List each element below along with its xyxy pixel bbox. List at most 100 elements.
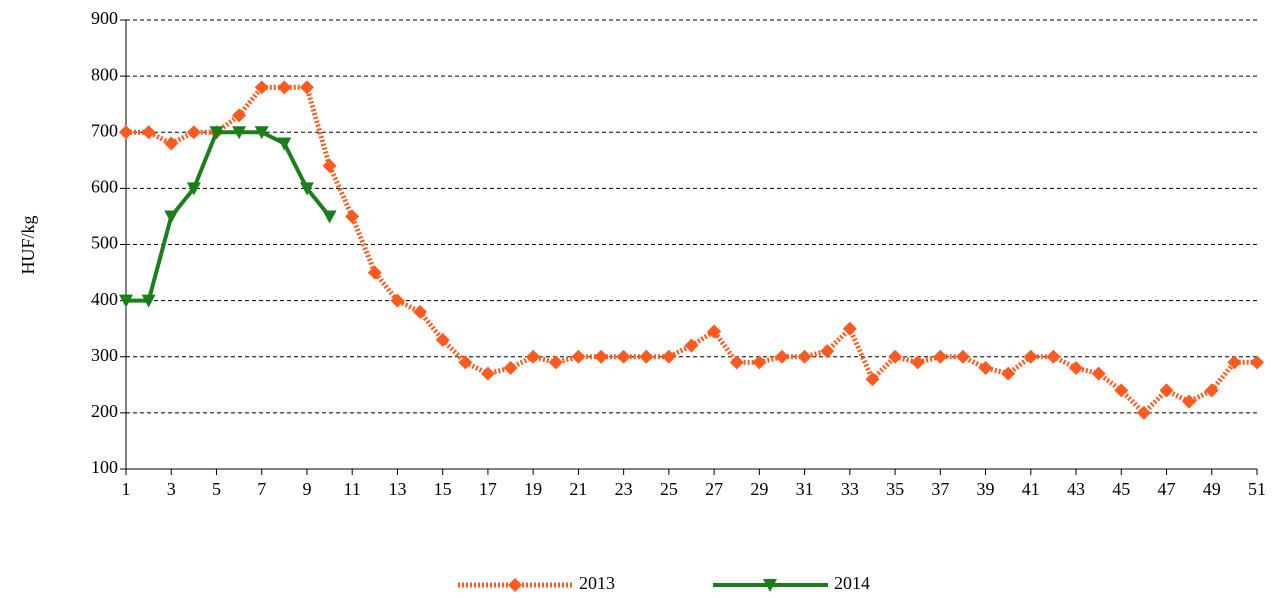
data-point — [1227, 355, 1242, 370]
x-tick-label: 43 — [1067, 479, 1085, 499]
x-tick-label: 51 — [1248, 479, 1266, 499]
data-point — [503, 360, 518, 375]
x-tick-label: 1 — [122, 479, 131, 499]
x-tick-label: 39 — [977, 479, 995, 499]
data-point — [458, 355, 473, 370]
series-line — [126, 130, 332, 303]
x-tick-label: 11 — [344, 479, 361, 499]
data-point — [209, 126, 224, 140]
data-point — [933, 349, 948, 364]
x-tick-label: 25 — [660, 479, 678, 499]
y-tick-label: 800 — [91, 64, 118, 84]
data-point — [548, 355, 563, 370]
x-tick-label: 21 — [569, 479, 587, 499]
data-point — [639, 349, 654, 364]
data-point — [526, 349, 541, 364]
x-tick-label: 23 — [615, 479, 633, 499]
y-tick-label: 500 — [91, 233, 118, 253]
data-point — [119, 125, 133, 140]
x-tick-label: 35 — [886, 479, 904, 499]
data-point — [978, 360, 993, 375]
x-tick-label: 45 — [1112, 479, 1130, 499]
data-point — [186, 182, 201, 196]
y-tick-label: 200 — [91, 401, 118, 421]
x-tick-label: 37 — [931, 479, 949, 499]
x-tick-label: 13 — [388, 479, 406, 499]
data-point — [955, 349, 970, 364]
x-tick-label: 47 — [1158, 479, 1176, 499]
y-axis-label: HUF/kg — [18, 215, 38, 274]
data-point — [594, 349, 609, 364]
legend-marker — [763, 579, 777, 592]
data-point — [1091, 366, 1106, 381]
data-point — [1159, 383, 1174, 398]
data-point — [277, 80, 292, 95]
data-point — [186, 125, 201, 140]
data-point — [910, 355, 925, 370]
data-point — [571, 349, 586, 364]
data-point — [299, 80, 314, 95]
data-point — [141, 125, 156, 140]
data-point — [322, 158, 337, 173]
legend-marker — [508, 578, 522, 592]
x-tick-label: 15 — [434, 479, 452, 499]
data-point — [1023, 349, 1038, 364]
data-point — [865, 372, 880, 387]
x-tick-label: 31 — [796, 479, 814, 499]
x-tick-label: 33 — [841, 479, 859, 499]
data-point — [707, 324, 722, 339]
x-tick-label: 3 — [167, 479, 176, 499]
series-line — [126, 84, 1257, 417]
y-tick-label: 400 — [91, 289, 118, 309]
x-tick-label: 41 — [1022, 479, 1040, 499]
data-point — [1250, 355, 1264, 370]
legend-label: 2013 — [579, 573, 615, 593]
data-point — [413, 304, 428, 319]
data-point — [119, 294, 133, 308]
data-point — [254, 126, 269, 140]
data-point — [232, 126, 247, 140]
data-point — [1001, 366, 1016, 381]
y-tick-label: 300 — [91, 345, 118, 365]
x-tick-label: 9 — [302, 479, 311, 499]
data-point — [367, 265, 382, 280]
data-point — [1046, 349, 1061, 364]
x-tick-label: 27 — [705, 479, 723, 499]
data-point — [729, 355, 744, 370]
data-point — [164, 136, 179, 151]
data-point — [322, 210, 337, 224]
data-point — [774, 349, 789, 364]
data-point — [1136, 405, 1151, 420]
x-tick-label: 17 — [479, 479, 497, 499]
y-tick-label: 600 — [91, 177, 118, 197]
x-tick-label: 29 — [750, 479, 768, 499]
legend-label: 2014 — [834, 573, 870, 593]
data-point — [232, 108, 247, 123]
data-point — [888, 349, 903, 364]
data-point — [797, 349, 812, 364]
data-point — [616, 349, 631, 364]
data-point — [299, 182, 314, 196]
data-point — [480, 366, 495, 381]
data-point — [1114, 383, 1129, 398]
data-point — [684, 338, 699, 353]
x-tick-label: 7 — [257, 479, 266, 499]
x-tick-label: 5 — [212, 479, 221, 499]
data-point — [254, 80, 269, 95]
data-point — [661, 349, 676, 364]
x-tick-label: 49 — [1203, 479, 1221, 499]
y-tick-label: 900 — [91, 8, 118, 28]
x-tick-label: 19 — [524, 479, 542, 499]
data-point — [345, 209, 360, 224]
data-point — [141, 294, 156, 308]
data-point — [390, 293, 405, 308]
data-point — [752, 355, 767, 370]
data-point — [1182, 394, 1197, 409]
data-point — [1069, 360, 1084, 375]
data-point — [277, 137, 292, 151]
data-point — [164, 210, 179, 224]
y-tick-label: 100 — [91, 457, 118, 477]
y-tick-label: 700 — [91, 120, 118, 140]
data-point — [435, 332, 450, 347]
